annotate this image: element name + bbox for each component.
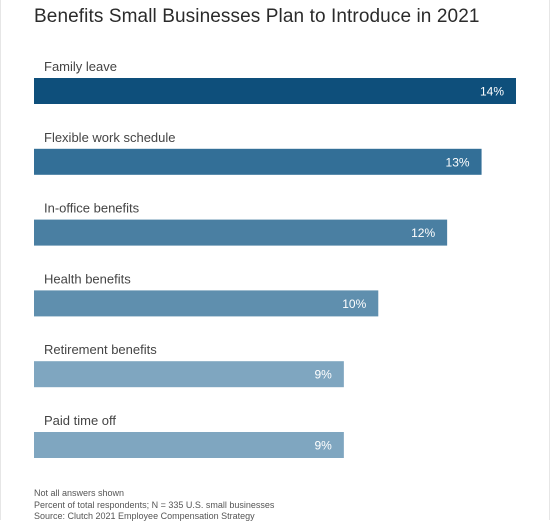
category-label: In-office benefits bbox=[44, 201, 140, 216]
chart-title: Benefits Small Businesses Plan to Introd… bbox=[34, 6, 480, 27]
bar bbox=[34, 290, 379, 317]
note-line: Source: Clutch 2021 Employee Compensatio… bbox=[34, 511, 255, 521]
bar bbox=[34, 219, 448, 246]
data-label: 9% bbox=[315, 439, 333, 453]
frame-left-border bbox=[0, 0, 1, 520]
note-line: Percent of total respondents; N = 335 U.… bbox=[34, 499, 275, 510]
category-label: Retirement benefits bbox=[44, 342, 157, 357]
category-label: Health benefits bbox=[44, 271, 131, 286]
bar bbox=[34, 432, 344, 458]
data-label: 12% bbox=[411, 226, 435, 240]
category-label: Flexible work schedule bbox=[44, 130, 176, 145]
bar bbox=[34, 78, 516, 104]
note-line: Not all answers shown bbox=[34, 488, 125, 498]
bar-chart: Family leave 14% Flexible work schedule 13%… bbox=[34, 59, 516, 458]
category-label: Family leave bbox=[44, 59, 117, 74]
bar bbox=[34, 361, 344, 388]
category-label: Paid time off bbox=[44, 413, 116, 428]
data-label: 10% bbox=[342, 297, 366, 311]
data-label: 13% bbox=[446, 155, 470, 169]
data-label: 14% bbox=[480, 85, 504, 99]
bar bbox=[34, 148, 482, 175]
data-label: 9% bbox=[315, 368, 333, 382]
chart-notes: Not all answers shown Percent of total r… bbox=[34, 488, 274, 523]
